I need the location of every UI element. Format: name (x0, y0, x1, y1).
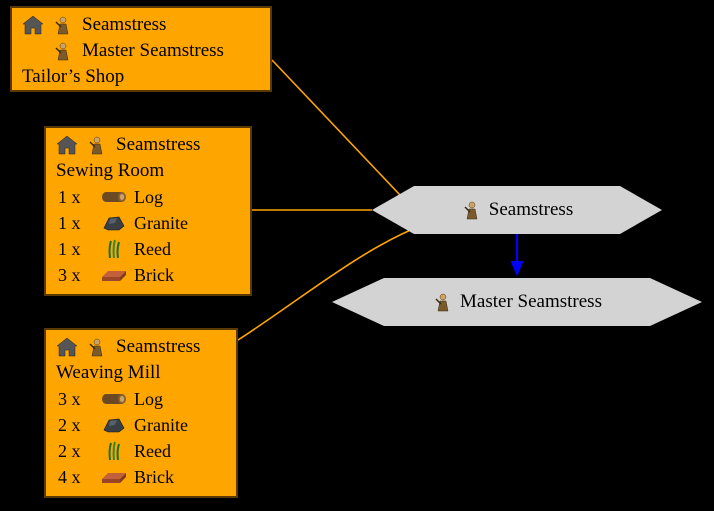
granite-icon (96, 416, 132, 434)
box-title: Seamstress (114, 336, 200, 358)
hex-node-seamstress (372, 186, 662, 234)
hex-nodes-group: Seamstress Master Seamstress (332, 186, 702, 326)
worker-icon (50, 14, 76, 36)
resource-qty: 1 x (54, 213, 96, 234)
edges-group (238, 60, 420, 340)
resource-row: 1 x Reed (54, 236, 242, 262)
reed-icon (96, 440, 132, 462)
resource-qty: 1 x (54, 239, 96, 260)
brick-icon (96, 469, 132, 485)
resource-row: 2 x Granite (54, 412, 228, 438)
resource-name: Brick (132, 265, 174, 286)
resource-qty: 1 x (54, 187, 96, 208)
resource-name: Log (132, 187, 163, 208)
box-weaving-mill: Seamstress Weaving Mill 3 x Log 2 x Granite… (44, 328, 238, 498)
worker-icon (50, 40, 76, 62)
worker-icon (84, 134, 110, 156)
resource-name: Log (132, 389, 163, 410)
hex-node-master (332, 278, 702, 326)
box-subtitle: Tailor’s Shop (20, 66, 124, 88)
resource-name: Granite (132, 213, 188, 234)
resource-row: 4 x Brick (54, 464, 228, 490)
box-line2: Master Seamstress (80, 40, 224, 62)
brick-icon (96, 267, 132, 283)
resource-qty: 2 x (54, 415, 96, 436)
resource-row: 1 x Granite (54, 210, 242, 236)
edge (272, 60, 400, 195)
granite-icon (96, 214, 132, 232)
resource-name: Reed (132, 239, 171, 260)
box-subtitle: Sewing Room (54, 160, 164, 182)
box-subtitle: Weaving Mill (54, 362, 161, 384)
log-icon (96, 390, 132, 408)
worker-icon (461, 199, 483, 221)
box-sewing-room: Seamstress Sewing Room 1 xLog1 xGranite1… (44, 126, 252, 296)
log-icon (96, 188, 132, 206)
resource-name: Granite (132, 415, 188, 436)
box-tailors-shop: Seamstress Master Seamstress Tailor’s Sh… (10, 6, 272, 92)
house-icon (20, 14, 46, 36)
house-icon (54, 336, 80, 358)
hex-label: Seamstress (489, 199, 573, 221)
resource-name: Reed (132, 441, 171, 462)
resource-qty: 3 x (54, 389, 96, 410)
resource-name: Brick (132, 467, 174, 488)
reed-icon (96, 238, 132, 260)
resource-qty: 3 x (54, 265, 96, 286)
resource-qty: 4 x (54, 467, 96, 488)
resource-row: 3 x Log (54, 386, 228, 412)
resource-row: 1 x Log (54, 184, 242, 210)
worker-icon (432, 291, 454, 313)
box-title: Seamstress (80, 14, 166, 36)
resource-qty: 2 x (54, 441, 96, 462)
resource-row: 3 x Brick (54, 262, 242, 288)
house-icon (54, 134, 80, 156)
box-title: Seamstress (114, 134, 200, 156)
edge (238, 226, 420, 340)
worker-icon (84, 336, 110, 358)
hex-label: Master Seamstress (460, 291, 602, 313)
resource-row: 2 x Reed (54, 438, 228, 464)
